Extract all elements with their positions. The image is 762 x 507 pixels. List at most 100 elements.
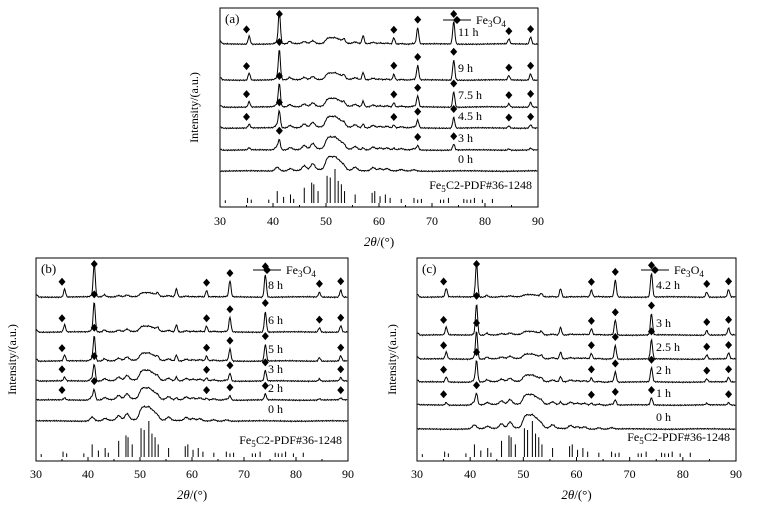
- fe3o4-diamond-marker: [275, 10, 283, 18]
- fe3o4-diamond-marker: [647, 261, 655, 270]
- legend-label-part: Fe: [674, 263, 686, 277]
- fe3o4-diamond-marker: [587, 365, 595, 374]
- x-tick-label: 70: [238, 467, 250, 481]
- reference-label-part: 2-: [652, 430, 662, 444]
- fe3o4-diamond-marker: [527, 112, 535, 121]
- fe3o4-diamond-marker: [647, 355, 655, 364]
- xrd-curve: [36, 335, 348, 363]
- xrd-curve: [36, 405, 348, 423]
- reference-label-part: PDF: [274, 433, 296, 447]
- series-label: 4.5 h: [458, 109, 482, 123]
- legend-label-part: Fe: [286, 263, 298, 277]
- fe3o4-diamond-marker: [226, 269, 234, 278]
- legend-label-part: 4: [699, 269, 704, 279]
- series-label: 3 h: [268, 362, 283, 376]
- reference-label-part: #36-1248: [296, 433, 342, 447]
- x-tick-label: 80: [290, 467, 302, 481]
- series-label: 5 h: [268, 342, 283, 356]
- reference-label-part: 2-: [264, 433, 274, 447]
- fe3o4-diamond-marker: [203, 343, 211, 352]
- x-tick-label: 50: [134, 467, 146, 481]
- fe3o4-diamond-marker: [315, 315, 323, 324]
- fe3o4-diamond-marker: [473, 291, 481, 300]
- fe3o4-diamond-marker: [505, 113, 513, 122]
- fe3o4-diamond-marker: [527, 89, 535, 98]
- x-axis-label: 2θ/(°): [364, 234, 394, 249]
- xrd-curve: [36, 363, 348, 383]
- panel-label: (b): [41, 261, 56, 276]
- fe3o4-diamond-marker: [725, 277, 733, 286]
- legend-label-part: O: [493, 13, 502, 27]
- fe3o4-diamond-marker: [261, 332, 269, 341]
- fe3o4-diamond-marker: [450, 132, 458, 141]
- x-tick-label: 80: [479, 214, 491, 228]
- fe3o4-diamond-marker: [473, 260, 481, 268]
- xrd-curve: [220, 83, 538, 109]
- fe3o4-diamond-marker: [611, 387, 619, 396]
- xrd-curve: [417, 392, 736, 407]
- fe3o4-diamond-marker: [703, 366, 711, 375]
- panel-1: 30 40 50 60 70 80 90 2θ/(°) Intensity/(a.u.) (a) F…: [187, 7, 544, 249]
- fe3o4-diamond-marker: [414, 107, 422, 116]
- fe3o4-diamond-marker: [505, 27, 513, 36]
- fe3o4-diamond-marker: [58, 344, 66, 353]
- series-label: 2 h: [656, 363, 671, 377]
- legend-label-part: Fe: [476, 13, 488, 27]
- xrd-curve: [220, 10, 538, 46]
- fe3o4-diamond-marker: [527, 25, 535, 34]
- fe3o4-diamond-marker: [647, 301, 655, 310]
- legend-label: Fe3 O4: [476, 13, 506, 29]
- fe3o4-diamond-marker: [505, 63, 513, 72]
- fe3o4-diamond-marker: [261, 358, 269, 367]
- x-axis-label: 2θ/(°): [561, 487, 591, 502]
- fe3o4-diamond-marker: [58, 277, 66, 286]
- xrd-curve: [220, 50, 538, 82]
- fe3o4-diamond-marker: [58, 314, 66, 323]
- series-label: 4.2 h: [656, 278, 680, 292]
- xrd-curve: [36, 386, 348, 402]
- xrd-curve: [417, 263, 736, 299]
- xrd-curve: [36, 302, 348, 334]
- fe3o4-diamond-marker: [203, 314, 211, 323]
- fe3o4-diamond-marker: [390, 112, 398, 121]
- fe3o4-diamond-marker: [725, 340, 733, 349]
- reference-label-part: PDF: [464, 178, 486, 192]
- fe3o4-diamond-marker: [450, 10, 458, 18]
- y-axis-label: Intensity/(a.u.): [5, 324, 19, 395]
- fe3o4-diamond-marker: [226, 336, 234, 345]
- fe3o4-diamond-marker: [226, 383, 234, 392]
- xrd-curve: [417, 304, 736, 337]
- fe3o4-diamond-marker: [725, 315, 733, 324]
- fe3o4-diamond-marker: [90, 260, 98, 268]
- fe3o4-diamond-marker: [243, 25, 250, 34]
- legend-label-part: 3: [686, 269, 691, 279]
- x-tick-label: 50: [320, 214, 332, 228]
- reference-label-part: 5: [251, 439, 256, 449]
- x-tick-label: 70: [426, 214, 438, 228]
- fe3o4-diamond-marker: [261, 381, 269, 390]
- legend-label: Fe3 O4: [674, 263, 704, 279]
- fe3o4-diamond-marker: [473, 381, 481, 390]
- reference-label-part: Fe: [239, 433, 251, 447]
- x-tick-label: 90: [342, 467, 354, 481]
- panel-3: 30 40 50 60 70 80 90 2θ/(°) Intensity/(a.u.) (c) F…: [385, 257, 742, 502]
- reference-label: Fe5 C2-PDF#36-1248: [239, 433, 342, 449]
- y-axis-label: Intensity/(a.u.): [385, 324, 399, 395]
- fe3o4-diamond-marker: [243, 90, 250, 99]
- series-label: 8 h: [268, 278, 283, 292]
- reference-label-part: 5: [639, 436, 644, 446]
- legend-label-part: O: [691, 263, 700, 277]
- fe3o4-diamond-marker: [440, 315, 448, 324]
- series-label: 0 h: [268, 402, 283, 416]
- x-axis-label-unit: /(°): [190, 487, 207, 502]
- fe3o4-diamond-marker: [58, 386, 66, 395]
- fe3o4-diamond-marker: [587, 341, 595, 350]
- legend-marker-diamond-icon: [651, 266, 659, 274]
- fe3o4-diamond-marker: [390, 25, 398, 34]
- fe3o4-diamond-marker: [440, 277, 448, 286]
- fe3o4-diamond-marker: [703, 342, 711, 351]
- fe3o4-diamond-marker: [725, 390, 733, 399]
- reference-label-part: C: [256, 433, 264, 447]
- series-label: 11 h: [458, 25, 479, 39]
- panel-label: (a): [225, 11, 239, 26]
